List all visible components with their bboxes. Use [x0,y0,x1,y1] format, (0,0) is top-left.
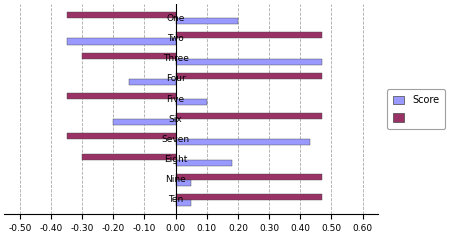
Text: Nine: Nine [165,175,186,184]
Legend: Score, : Score, [387,89,445,129]
Bar [176,32,322,38]
Text: Five: Five [167,95,185,104]
Bar [176,180,191,186]
Bar [176,200,191,206]
Bar [113,119,176,125]
Text: Three: Three [163,54,189,63]
Bar [176,194,322,200]
Text: Eight: Eight [164,155,187,164]
Bar [82,154,176,160]
Bar [176,113,322,119]
Bar [66,38,176,45]
Text: Two: Two [167,34,184,43]
Text: Ten: Ten [168,196,183,205]
Bar [66,133,176,139]
Text: Four: Four [166,74,185,83]
Text: Seven: Seven [162,135,189,144]
Bar [176,174,322,180]
Text: Six: Six [169,115,182,124]
Bar [176,18,238,24]
Bar [66,93,176,99]
Bar [129,79,176,85]
Bar [66,12,176,18]
Bar [82,53,176,59]
Bar [176,59,322,65]
Bar [176,160,232,166]
Bar [176,139,310,146]
Text: One: One [167,14,185,23]
Bar [176,73,322,79]
Bar [176,99,207,105]
